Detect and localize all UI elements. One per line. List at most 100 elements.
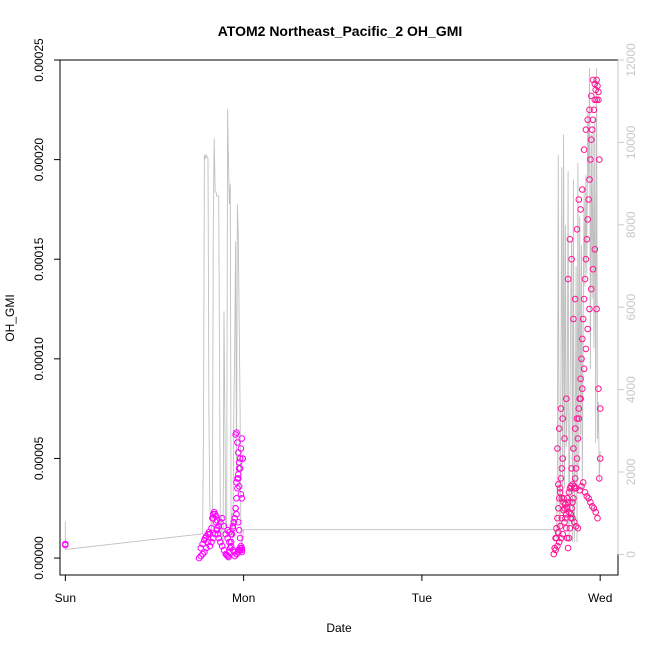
- oh-point: [566, 236, 574, 243]
- oh-point: [224, 552, 231, 560]
- oh-point: [588, 285, 595, 293]
- oh-point: [558, 514, 566, 522]
- oh-point: [236, 534, 244, 542]
- oh-point: [235, 459, 243, 466]
- oh-point: [555, 481, 562, 488]
- oh-point: [238, 544, 246, 552]
- x-tick-label: Mon: [232, 591, 255, 605]
- oh-point: [235, 518, 242, 526]
- oh-point: [208, 538, 215, 546]
- oh-point: [586, 106, 593, 114]
- x-tick-label: Wed: [588, 591, 612, 605]
- oh-point: [236, 465, 244, 472]
- oh-point: [583, 493, 591, 500]
- oh-point: [559, 415, 567, 422]
- oh-point: [555, 528, 562, 536]
- oh-point: [62, 541, 69, 549]
- oh-point: [211, 530, 219, 538]
- oh-point: [210, 508, 218, 516]
- oh-point: [561, 435, 568, 442]
- plot-frame: [59, 59, 619, 576]
- y-tick-label: 0.00005: [32, 436, 46, 480]
- oh-point: [230, 518, 238, 526]
- oh-point: [571, 425, 579, 432]
- oh-point: [582, 126, 590, 133]
- oh-point: [556, 485, 564, 492]
- oh-point: [560, 499, 567, 506]
- oh-point: [587, 499, 594, 506]
- oh-point: [563, 524, 570, 532]
- oh-point: [566, 524, 574, 532]
- oh-point: [579, 186, 586, 193]
- oh-point: [589, 76, 597, 84]
- oh-point: [593, 305, 600, 313]
- y-axis: 0.00000 0.00005 0.00010 0.00015 0.00020 0.000…: [32, 38, 61, 580]
- oh-point: [231, 514, 238, 522]
- oh-point: [568, 255, 575, 263]
- oh-point: [590, 505, 598, 512]
- oh-point: [565, 534, 573, 542]
- oh-point: [595, 96, 602, 104]
- oh-point: [199, 540, 206, 548]
- oh-point: [556, 489, 564, 496]
- oh-point: [564, 544, 572, 552]
- oh-point: [234, 439, 241, 446]
- oh-point: [586, 176, 593, 183]
- altitude-line: [64, 68, 601, 551]
- oh-point: [201, 548, 208, 556]
- oh-point: [578, 355, 585, 363]
- oh-point: [581, 489, 589, 496]
- oh-point: [213, 516, 221, 524]
- oh-point: [218, 542, 226, 550]
- oh-point: [595, 88, 602, 96]
- oh-point: [585, 495, 592, 502]
- oh-point: [588, 126, 596, 133]
- oh-point: [563, 395, 570, 403]
- oh-point: [570, 445, 577, 452]
- oh-point: [588, 136, 595, 143]
- oh-point: [577, 395, 584, 403]
- y-tick-label: 0.00015: [32, 237, 46, 281]
- oh-point: [586, 305, 593, 313]
- oh-point: [584, 116, 592, 124]
- oh-point: [593, 96, 600, 104]
- x-axis: Sun Mon Tue Wed: [55, 574, 612, 605]
- y2-tick-label: 0: [624, 551, 638, 558]
- oh-point: [213, 526, 221, 534]
- oh-point: [587, 156, 594, 163]
- oh-point: [235, 483, 243, 490]
- oh-point: [560, 507, 567, 514]
- y2-tick-label: 12000: [624, 43, 638, 77]
- oh-point: [554, 514, 561, 522]
- y-tick-label: 0.00000: [32, 536, 46, 580]
- oh-point: [577, 206, 584, 213]
- oh-point: [560, 495, 567, 502]
- oh-point: [212, 512, 220, 520]
- oh-point: [575, 405, 583, 412]
- oh-point: [555, 425, 563, 432]
- oh-points: [62, 76, 604, 562]
- oh-point: [582, 345, 590, 353]
- y-tick-label: 0.00025: [32, 38, 46, 82]
- y2-tick-label: 8000: [624, 211, 638, 238]
- oh-point: [584, 216, 592, 223]
- x-tick-label: Tue: [412, 591, 433, 605]
- oh-point: [593, 76, 600, 84]
- oh-point: [217, 518, 224, 526]
- oh-point: [596, 405, 604, 412]
- oh-point: [553, 534, 560, 542]
- oh-point: [573, 226, 581, 233]
- oh-point: [233, 429, 240, 436]
- oh-point: [239, 455, 246, 462]
- oh-point: [558, 465, 566, 472]
- oh-point: [573, 415, 581, 422]
- oh-point: [574, 435, 582, 442]
- oh-point: [205, 528, 213, 536]
- oh-point: [569, 499, 576, 506]
- oh-point: [237, 491, 245, 498]
- oh-point: [575, 196, 583, 203]
- y2-tick-label: 6000: [624, 294, 638, 321]
- oh-point: [235, 471, 242, 478]
- oh-point: [226, 538, 233, 546]
- oh-point: [554, 445, 561, 452]
